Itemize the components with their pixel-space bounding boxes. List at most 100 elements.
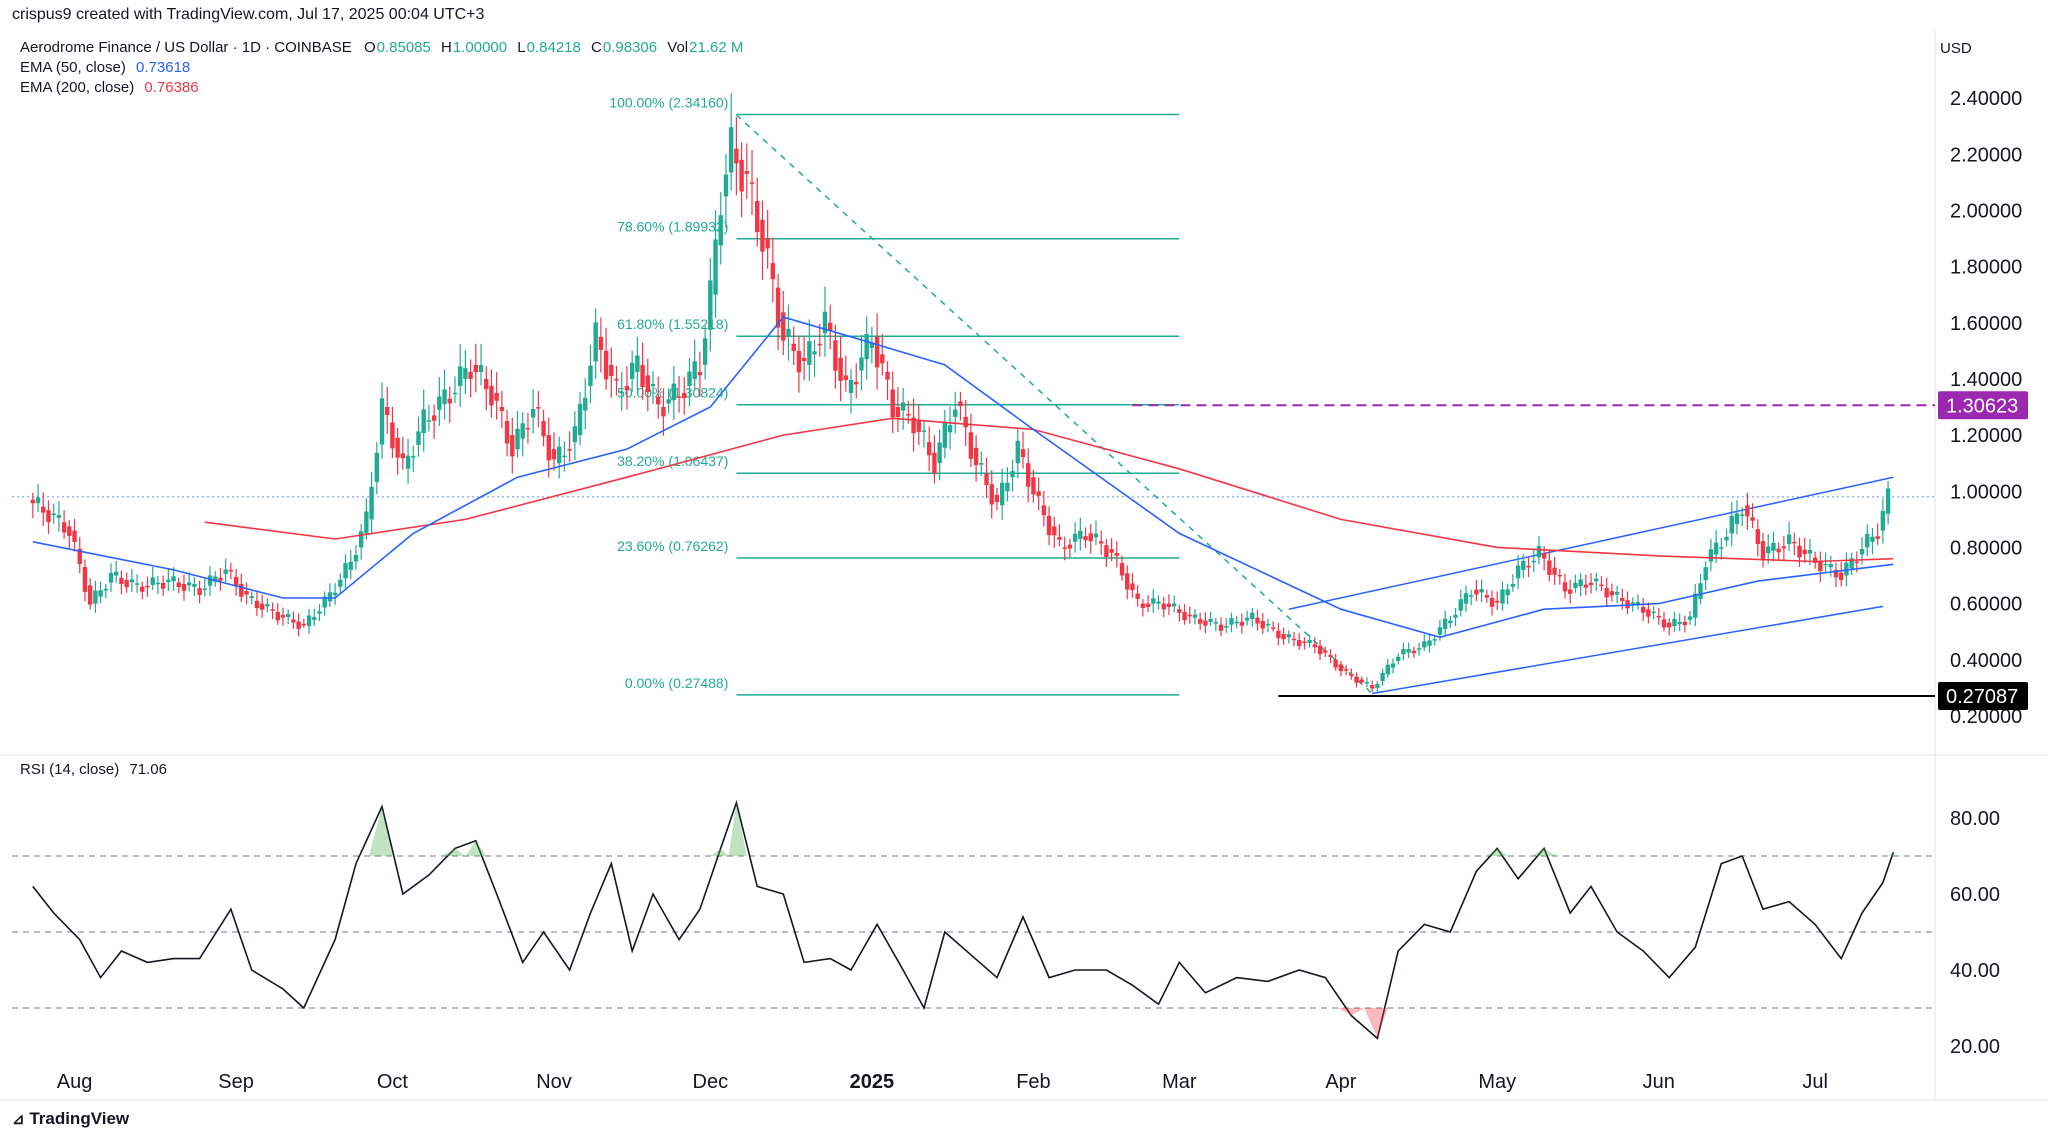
candle-body xyxy=(452,392,458,395)
candle-body xyxy=(1604,587,1609,598)
candle-body xyxy=(874,336,880,368)
candle-body xyxy=(1708,549,1714,562)
candle-body xyxy=(697,371,703,376)
candle-body xyxy=(530,409,536,418)
candle-body xyxy=(864,333,869,360)
candle-body xyxy=(1786,534,1792,545)
candle-body xyxy=(1448,620,1453,624)
rsi-tick-label: 80.00 xyxy=(1950,808,2000,830)
rsi-overbought-fill xyxy=(1888,852,1896,856)
candle-body xyxy=(932,452,937,474)
candle-body xyxy=(843,375,849,380)
candle-body xyxy=(562,455,567,458)
price-tick-label: 1.00000 xyxy=(1950,481,2022,503)
candle-body xyxy=(1588,582,1594,586)
ohlc-high-key: H xyxy=(441,39,452,56)
price-level-box xyxy=(1938,391,2028,420)
ohlc-high-value: 1.00000 xyxy=(452,39,508,56)
candle-body xyxy=(1698,583,1703,599)
candle-body xyxy=(885,371,890,380)
candle-body xyxy=(1515,565,1521,579)
candle-body xyxy=(953,409,958,417)
candle-body xyxy=(1302,641,1307,644)
candle-body xyxy=(1369,685,1375,689)
ohlc-close-value: 0.98306 xyxy=(602,39,658,56)
candle-body xyxy=(1354,676,1359,683)
candle-body xyxy=(880,354,885,364)
candle-body xyxy=(1568,589,1573,594)
price-level-box xyxy=(1938,682,2028,711)
candle-body xyxy=(723,174,729,197)
candle-body xyxy=(1224,625,1229,628)
candle-body xyxy=(87,585,93,605)
candle-body xyxy=(1557,574,1562,577)
candle-body xyxy=(1703,567,1708,581)
candle-body xyxy=(1880,511,1886,531)
candle-body xyxy=(1135,593,1140,599)
candle-body xyxy=(265,604,270,607)
ema200-label: EMA (200, close) xyxy=(20,79,135,96)
candle-body xyxy=(1276,630,1281,639)
candle-body xyxy=(56,515,62,518)
candle-body xyxy=(1281,634,1286,640)
candle-body xyxy=(984,473,989,486)
candle-body xyxy=(676,396,682,398)
ohlc-close-key: C xyxy=(591,39,602,56)
price-tick-label: 1.40000 xyxy=(1950,369,2022,391)
candle-body xyxy=(916,421,921,432)
rsi-oversold-fill xyxy=(1364,1008,1388,1039)
candle-body xyxy=(999,482,1005,506)
candle-body xyxy=(254,600,260,609)
candle-body xyxy=(1380,672,1385,682)
candle-body xyxy=(640,364,645,388)
rsi-tick-label: 20.00 xyxy=(1950,1036,2000,1058)
candle-body xyxy=(140,586,145,592)
candle-body xyxy=(1547,560,1552,575)
candle-body xyxy=(1312,644,1318,648)
candle-body xyxy=(1396,656,1401,661)
candle-body xyxy=(1599,584,1604,587)
candle-body xyxy=(1797,545,1802,558)
candle-body xyxy=(93,590,98,604)
candle-body xyxy=(124,580,129,588)
candle-body xyxy=(103,588,109,591)
candle-body xyxy=(1823,563,1828,566)
candle-body xyxy=(1510,583,1516,587)
candle-body xyxy=(1583,584,1589,588)
candle-body xyxy=(67,526,72,536)
candle-body xyxy=(1125,573,1130,590)
symbol-line: Aerodrome Finance / US Dollar · 1D · COI… xyxy=(20,38,743,58)
candle-body xyxy=(1432,639,1437,641)
candle-body xyxy=(1416,648,1422,650)
rsi-value: 71.06 xyxy=(129,761,167,778)
candle-body xyxy=(812,351,817,355)
fib-level-label: 0.00% (0.27488) xyxy=(625,675,729,691)
candle-body xyxy=(577,403,583,436)
candle-body xyxy=(838,357,843,381)
candle-body xyxy=(1766,546,1771,554)
candle-body xyxy=(114,571,119,576)
date-tick-label: Oct xyxy=(377,1071,409,1093)
candle-body xyxy=(478,365,484,372)
candle-body xyxy=(1776,548,1781,553)
candle-body xyxy=(259,603,265,610)
candle-body xyxy=(979,463,984,465)
candle-body xyxy=(1041,505,1047,516)
candle-body xyxy=(963,416,968,428)
candle-body xyxy=(1573,582,1578,588)
candle-body xyxy=(1359,679,1364,683)
candle-body xyxy=(1442,618,1448,629)
candle-body xyxy=(525,428,531,430)
candle-body xyxy=(160,583,166,589)
price-level-box-label: 0.27087 xyxy=(1946,686,2018,708)
candle-body xyxy=(1661,619,1667,628)
candle-body xyxy=(374,452,379,482)
candle-body xyxy=(1291,638,1297,641)
candle-body xyxy=(1854,561,1860,563)
candle-body xyxy=(468,371,473,379)
candle-body xyxy=(1422,641,1427,648)
candle-body xyxy=(801,357,807,362)
candle-body xyxy=(1390,663,1396,668)
candle-body xyxy=(1474,589,1479,595)
